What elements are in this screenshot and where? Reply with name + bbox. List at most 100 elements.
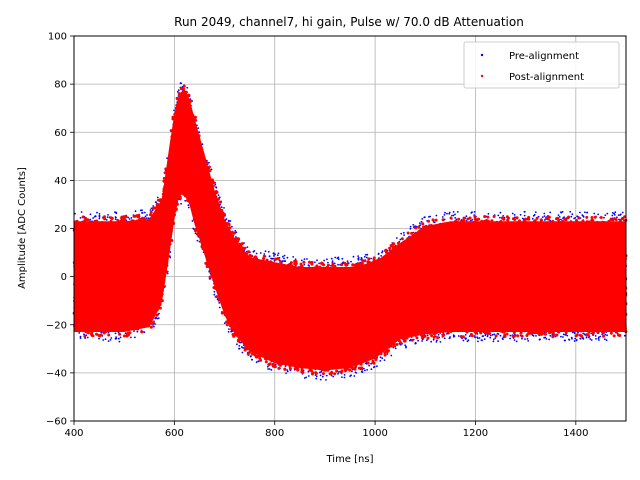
data-point — [266, 365, 269, 368]
data-point — [595, 338, 597, 340]
data-point — [257, 360, 260, 363]
data-point — [423, 216, 426, 219]
data-point — [470, 212, 473, 214]
data-point — [605, 339, 608, 342]
data-point — [604, 214, 607, 217]
data-point — [119, 336, 122, 339]
data-point — [155, 316, 158, 319]
data-point — [453, 335, 456, 337]
data-point — [79, 335, 82, 338]
data-point — [96, 211, 98, 214]
data-point — [370, 368, 373, 371]
data-point — [283, 257, 285, 260]
data-point — [264, 250, 267, 253]
data-point — [214, 183, 217, 186]
data-point — [284, 365, 287, 367]
data-point — [417, 339, 419, 342]
data-point — [277, 252, 280, 255]
data-point — [579, 337, 582, 340]
data-point — [156, 317, 159, 320]
data-point — [186, 86, 189, 89]
data-point — [89, 218, 92, 221]
data-point — [426, 339, 428, 341]
data-point — [455, 218, 458, 221]
data-point — [234, 229, 237, 232]
data-point — [502, 215, 505, 217]
data-point — [531, 217, 534, 220]
data-point — [166, 272, 169, 275]
data-point — [196, 239, 199, 242]
data-point — [346, 260, 349, 262]
data-point — [227, 220, 230, 223]
data-point — [89, 213, 92, 216]
data-point — [330, 374, 333, 377]
data-point — [409, 227, 412, 230]
data-point — [187, 204, 190, 207]
data-point — [337, 256, 340, 259]
data-point — [143, 331, 146, 334]
data-point — [534, 211, 537, 214]
data-point — [227, 331, 230, 333]
data-point — [246, 246, 249, 249]
data-point — [523, 214, 526, 217]
data-point — [259, 252, 262, 254]
data-point — [527, 340, 530, 342]
data-point — [318, 262, 320, 265]
data-point — [133, 330, 135, 332]
data-point — [379, 356, 382, 359]
data-point — [268, 255, 271, 257]
data-point — [598, 336, 600, 339]
data-point — [187, 206, 190, 209]
data-point — [573, 340, 576, 342]
data-point — [443, 214, 446, 216]
data-point — [395, 237, 398, 239]
data-point — [543, 336, 546, 339]
data-point — [543, 219, 546, 221]
data-point — [586, 211, 588, 214]
data-point — [412, 223, 415, 226]
data-point — [486, 335, 489, 338]
data-point — [134, 336, 136, 339]
data-point — [436, 339, 438, 342]
data-point — [574, 217, 577, 219]
data-point — [325, 379, 327, 381]
data-point — [326, 258, 328, 261]
data-point — [399, 238, 402, 241]
data-point — [352, 255, 355, 258]
data-point — [130, 336, 132, 339]
data-point — [241, 351, 244, 354]
data-point — [354, 371, 357, 374]
data-point — [118, 337, 120, 340]
data-point — [98, 213, 101, 215]
data-point — [581, 214, 584, 217]
data-point — [98, 337, 100, 340]
data-point — [169, 251, 172, 253]
data-point — [486, 334, 489, 336]
data-point — [270, 369, 273, 371]
data-point — [366, 369, 368, 371]
data-point — [477, 340, 479, 343]
data-point — [331, 260, 334, 263]
data-point — [230, 330, 233, 333]
data-point — [184, 199, 187, 202]
data-point — [523, 210, 526, 213]
data-point — [497, 214, 500, 217]
data-point — [430, 340, 433, 343]
data-point — [268, 368, 271, 370]
data-point — [526, 338, 529, 340]
data-point — [582, 337, 584, 340]
data-point — [79, 337, 82, 339]
data-point — [441, 216, 444, 218]
data-point — [568, 339, 571, 341]
data-point — [420, 220, 423, 223]
data-point — [343, 374, 346, 376]
data-point — [107, 340, 110, 342]
data-point — [501, 337, 504, 340]
data-point — [614, 211, 617, 214]
chart-title: Run 2049, channel7, hi gain, Pulse w/ 70… — [174, 15, 524, 29]
data-points — [72, 82, 628, 381]
data-point — [483, 338, 486, 340]
data-point — [468, 335, 471, 338]
data-point — [271, 257, 273, 260]
data-point — [158, 312, 160, 315]
